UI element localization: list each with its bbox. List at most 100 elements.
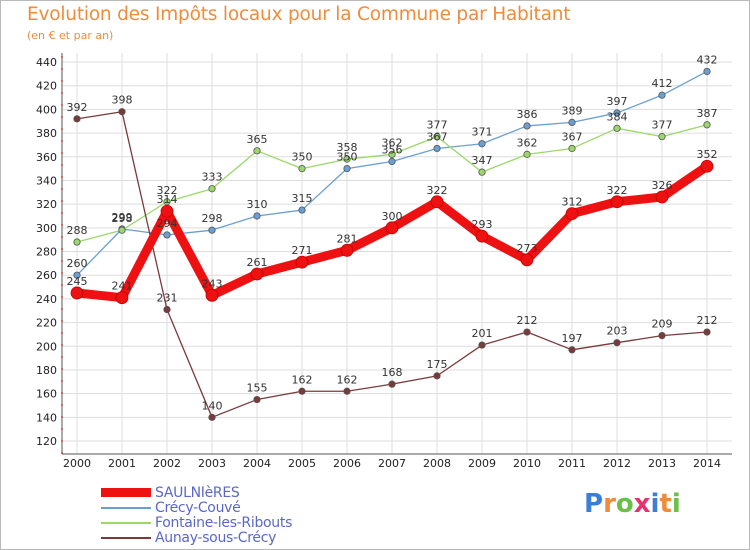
data-label: 367 xyxy=(427,130,448,143)
y-tick-label: 340 xyxy=(36,174,57,187)
data-label: 168 xyxy=(382,366,403,379)
logo-letter: x xyxy=(633,489,651,519)
data-point xyxy=(478,140,486,148)
data-label: 314 xyxy=(157,193,178,206)
data-label: 322 xyxy=(157,184,178,197)
legend-swatch xyxy=(101,488,151,497)
data-point xyxy=(73,238,81,246)
data-point xyxy=(163,231,171,239)
y-tick-label: 160 xyxy=(36,388,57,401)
data-point xyxy=(295,255,309,269)
y-tick-label: 220 xyxy=(36,317,57,330)
y-tick-label: 300 xyxy=(36,222,57,235)
data-label: 386 xyxy=(517,108,538,121)
data-point xyxy=(655,190,669,204)
y-tick-label: 280 xyxy=(36,246,57,259)
data-label: 140 xyxy=(202,399,223,412)
data-label: 298 xyxy=(112,212,133,225)
x-tick-label: 2004 xyxy=(243,457,271,470)
legend-swatch xyxy=(101,506,151,509)
data-point xyxy=(388,150,396,158)
data-point xyxy=(658,91,666,99)
data-point xyxy=(610,195,624,209)
data-point xyxy=(253,147,261,155)
data-label: 367 xyxy=(562,130,583,143)
data-label: 333 xyxy=(202,171,223,184)
data-label: 365 xyxy=(247,133,268,146)
legend-label: Fontaine-les-Ribouts xyxy=(155,514,293,531)
x-tick-label: 2000 xyxy=(63,457,91,470)
data-point xyxy=(70,286,84,300)
logo-letter: o xyxy=(615,489,634,519)
legend-item: SAULNIèRES xyxy=(101,485,292,501)
data-label: 155 xyxy=(247,382,268,395)
y-tick-label: 440 xyxy=(36,56,57,69)
data-point xyxy=(118,108,126,116)
legend: SAULNIèRES Crécy-Couvé Fontaine-les-Ribout… xyxy=(101,485,293,546)
data-label: 312 xyxy=(562,196,583,209)
data-point xyxy=(343,164,351,173)
data-label: 175 xyxy=(427,358,448,371)
chart-subtitle: (en € et par an) xyxy=(27,29,114,42)
data-label: 209 xyxy=(652,318,673,331)
y-tick-label: 200 xyxy=(36,340,57,353)
legend-item: Fontaine-les-Ribouts xyxy=(101,514,293,531)
data-label: 397 xyxy=(607,95,628,108)
data-label: 347 xyxy=(472,154,493,167)
y-tick-label: 320 xyxy=(36,198,57,211)
data-label: 377 xyxy=(652,119,673,132)
data-point xyxy=(700,159,714,173)
data-label: 310 xyxy=(247,198,268,211)
data-point xyxy=(433,372,441,380)
data-point xyxy=(703,121,711,129)
data-point xyxy=(565,207,579,221)
data-point xyxy=(478,341,486,349)
data-label: 350 xyxy=(292,151,313,164)
x-tick-label: 2002 xyxy=(153,457,181,470)
data-label: 352 xyxy=(697,148,718,161)
data-label: 298 xyxy=(202,212,223,225)
data-label: 322 xyxy=(427,184,448,197)
legend-label: Crécy-Couvé xyxy=(155,499,241,516)
data-label: 362 xyxy=(517,136,538,149)
data-point xyxy=(613,339,621,347)
data-labels: 260 299 294 298 310 315 350 356 367 371 386 389 397 4… xyxy=(67,53,718,412)
data-point xyxy=(73,115,81,123)
x-tick-label: 2008 xyxy=(423,457,451,470)
data-label: 271 xyxy=(292,244,313,257)
data-label: 241 xyxy=(112,280,133,293)
data-point xyxy=(430,195,444,209)
data-label: 288 xyxy=(67,224,88,237)
data-point xyxy=(208,226,216,234)
data-point xyxy=(253,395,261,404)
data-point xyxy=(658,133,666,141)
data-point xyxy=(298,206,306,214)
x-tick-label: 2005 xyxy=(288,457,316,470)
data-label: 315 xyxy=(292,192,313,205)
data-point xyxy=(343,155,351,163)
data-label: 273 xyxy=(517,242,538,255)
data-label: 350 xyxy=(337,151,358,164)
data-point xyxy=(475,229,489,243)
y-tick-label: 180 xyxy=(36,364,57,377)
data-label: 293 xyxy=(472,218,493,231)
data-label: 281 xyxy=(337,232,358,245)
data-label: 212 xyxy=(517,314,538,327)
y-tick-label: 380 xyxy=(36,127,57,140)
y-tick-label: 260 xyxy=(36,269,57,282)
data-point xyxy=(520,253,534,267)
data-point xyxy=(703,67,711,76)
data-point xyxy=(523,150,531,158)
data-point xyxy=(568,346,576,354)
logo-letter: t xyxy=(659,489,672,519)
data-label: 294 xyxy=(157,217,178,230)
data-point xyxy=(523,122,531,130)
data-label: 322 xyxy=(607,184,628,197)
x-tick-label: 2001 xyxy=(108,457,136,470)
data-label: 299 xyxy=(112,211,133,224)
data-point xyxy=(385,221,399,235)
legend-label: Aunay-sous-Crécy xyxy=(155,529,277,546)
data-label: 162 xyxy=(292,373,313,386)
series-layer xyxy=(70,67,714,421)
data-point xyxy=(343,387,351,395)
